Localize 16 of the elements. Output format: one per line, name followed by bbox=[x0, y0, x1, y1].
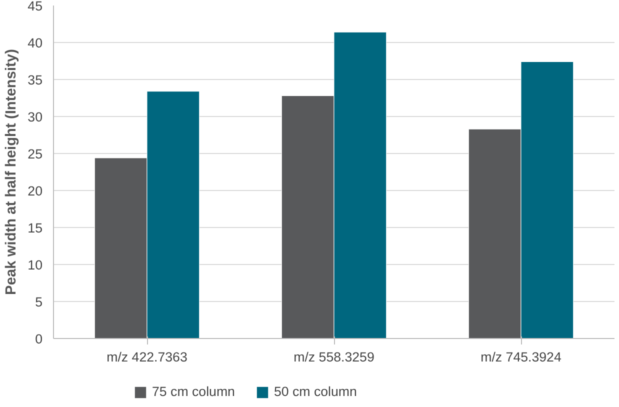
y-tick-label: 45 bbox=[28, 0, 43, 14]
y-tick-label: 40 bbox=[28, 36, 43, 50]
y-tick-label: 5 bbox=[35, 294, 43, 310]
legend-label: 75 cm column bbox=[152, 384, 235, 399]
y-tick-label: 30 bbox=[28, 110, 43, 124]
y-tick-label: 35 bbox=[28, 72, 43, 88]
y-tick-label: 15 bbox=[28, 220, 43, 236]
x-tick-label: m/z 745.3924 bbox=[480, 350, 562, 364]
y-tick-label: 10 bbox=[28, 258, 43, 272]
y-axis-title: Peak width at half height (Intensity) bbox=[4, 48, 20, 295]
y-tick-label: 20 bbox=[28, 184, 43, 198]
y-tick-label: 25 bbox=[28, 146, 43, 162]
legend-label: 50 cm column bbox=[274, 384, 357, 399]
x-tick-label: m/z 422.7363 bbox=[106, 350, 188, 364]
x-tick-label: m/z 558.3259 bbox=[294, 350, 374, 364]
y-tick-label: 0 bbox=[35, 332, 43, 346]
